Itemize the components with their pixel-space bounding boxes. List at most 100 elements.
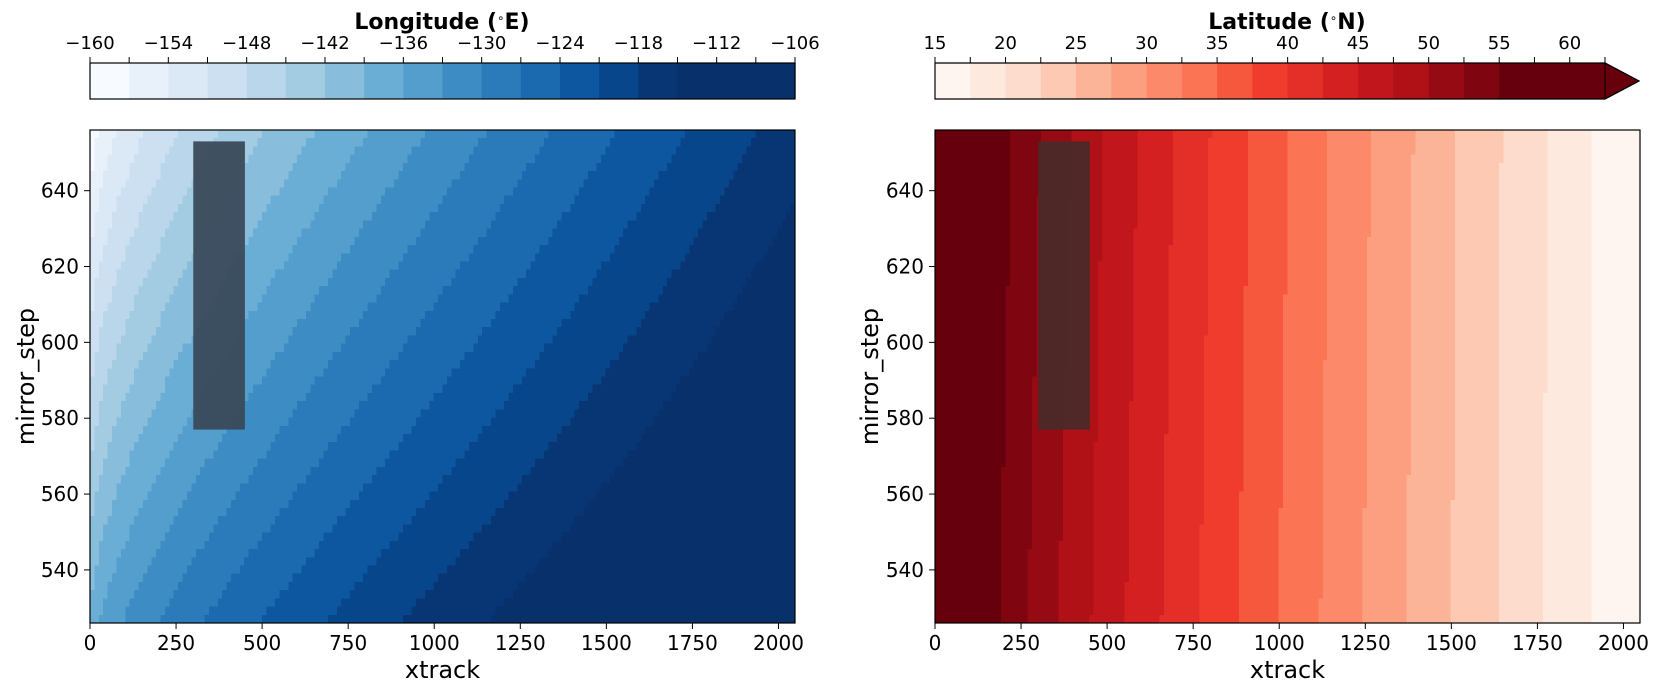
heatmap-cell [191, 130, 196, 139]
heatmap-cell [143, 237, 148, 246]
heatmap-cell [275, 352, 280, 361]
heatmap-cell [376, 155, 381, 164]
heatmap-cell [108, 146, 113, 155]
heatmap-cell [169, 261, 174, 270]
heatmap-cell [293, 327, 298, 336]
heatmap-cell [112, 335, 117, 344]
heatmap-cell [116, 146, 121, 155]
heatmap-cell [544, 138, 549, 147]
heatmap-cell [473, 171, 478, 180]
heatmap-cell [143, 270, 148, 279]
heatmap-cell [689, 179, 694, 188]
heatmap-cell [138, 188, 143, 197]
heatmap-cell [650, 360, 655, 369]
heatmap-cell [469, 294, 474, 303]
heatmap-cell [447, 179, 452, 188]
heatmap-cell [755, 196, 760, 205]
heatmap-cell [341, 327, 346, 336]
heatmap-cell [619, 278, 624, 287]
heatmap-cell [513, 360, 518, 369]
colorbar-segment [638, 63, 678, 99]
heatmap-cell [103, 130, 108, 139]
heatmap-cell [742, 253, 747, 262]
heatmap-cell [487, 368, 492, 377]
heatmap-cell [438, 360, 443, 369]
heatmap-cell [738, 188, 743, 197]
heatmap-cell [592, 146, 597, 155]
heatmap-cell [782, 368, 787, 377]
heatmap-cell [297, 294, 302, 303]
heatmap-cell [465, 138, 470, 147]
heatmap-cell [147, 327, 152, 336]
heatmap-cell [183, 352, 188, 361]
heatmap-cell [125, 278, 130, 287]
heatmap-cell [451, 286, 456, 295]
heatmap-cell [346, 261, 351, 270]
heatmap-cell [108, 196, 113, 205]
heatmap-cell [332, 311, 337, 320]
heatmap-cell [112, 303, 117, 312]
heatmap-cell [187, 245, 192, 254]
heatmap-cell [725, 188, 730, 197]
heatmap-cell [769, 368, 774, 377]
heatmap-cell [526, 220, 531, 229]
heatmap-cell [557, 138, 562, 147]
heatmap-cell [363, 253, 368, 262]
heatmap-cell [698, 327, 703, 336]
heatmap-cell [579, 163, 584, 172]
heatmap-cell [306, 220, 311, 229]
heatmap-cell [266, 237, 271, 246]
heatmap-cell [667, 146, 672, 155]
heatmap-cell [769, 188, 774, 197]
heatmap-cell [614, 163, 619, 172]
heatmap-cell [456, 179, 461, 188]
heatmap-cell [654, 360, 659, 369]
heatmap-cell [716, 261, 721, 270]
heatmap-cell [407, 368, 412, 377]
heatmap-cell [632, 237, 637, 246]
heatmap-cell [90, 179, 95, 188]
heatmap-cell [134, 311, 139, 320]
heatmap-cell [165, 163, 170, 172]
heatmap-cell [315, 196, 320, 205]
heatmap-cell [614, 138, 619, 147]
heatmap-cell [183, 261, 188, 270]
heatmap-cell [108, 278, 113, 287]
heatmap-cell [606, 319, 611, 328]
heatmap-cell [438, 155, 443, 164]
heatmap-cell [588, 253, 593, 262]
heatmap-cell [372, 261, 377, 270]
heatmap-cell [773, 278, 778, 287]
heatmap-cell [504, 220, 509, 229]
heatmap-cell [561, 171, 566, 180]
heatmap-cell [482, 327, 487, 336]
heatmap-cell [729, 130, 734, 139]
heatmap-cell [465, 163, 470, 172]
heatmap-cell [121, 327, 126, 336]
heatmap-cell [632, 344, 637, 353]
heatmap-cell [310, 196, 315, 205]
heatmap-cell [495, 327, 500, 336]
heatmap-cell [315, 138, 320, 147]
heatmap-cell [702, 155, 707, 164]
heatmap-cell [398, 212, 403, 221]
heatmap-cell [94, 368, 99, 377]
heatmap-cell [601, 212, 606, 221]
heatmap-cell [451, 245, 456, 254]
heatmap-cell [553, 212, 558, 221]
heatmap-cell [332, 344, 337, 353]
heatmap-cell [271, 220, 276, 229]
heatmap-cell [676, 138, 681, 147]
heatmap-cell [275, 270, 280, 279]
heatmap-cell [733, 377, 738, 386]
heatmap-cell [654, 253, 659, 262]
heatmap-cell [257, 344, 262, 353]
heatmap-cell [588, 212, 593, 221]
heatmap-cell [769, 163, 774, 172]
heatmap-cell [650, 130, 655, 139]
heatmap-cell [244, 188, 249, 197]
heatmap-cell [672, 303, 677, 312]
heatmap-cell [544, 212, 549, 221]
heatmap-cell [147, 286, 152, 295]
heatmap-cell [667, 303, 672, 312]
